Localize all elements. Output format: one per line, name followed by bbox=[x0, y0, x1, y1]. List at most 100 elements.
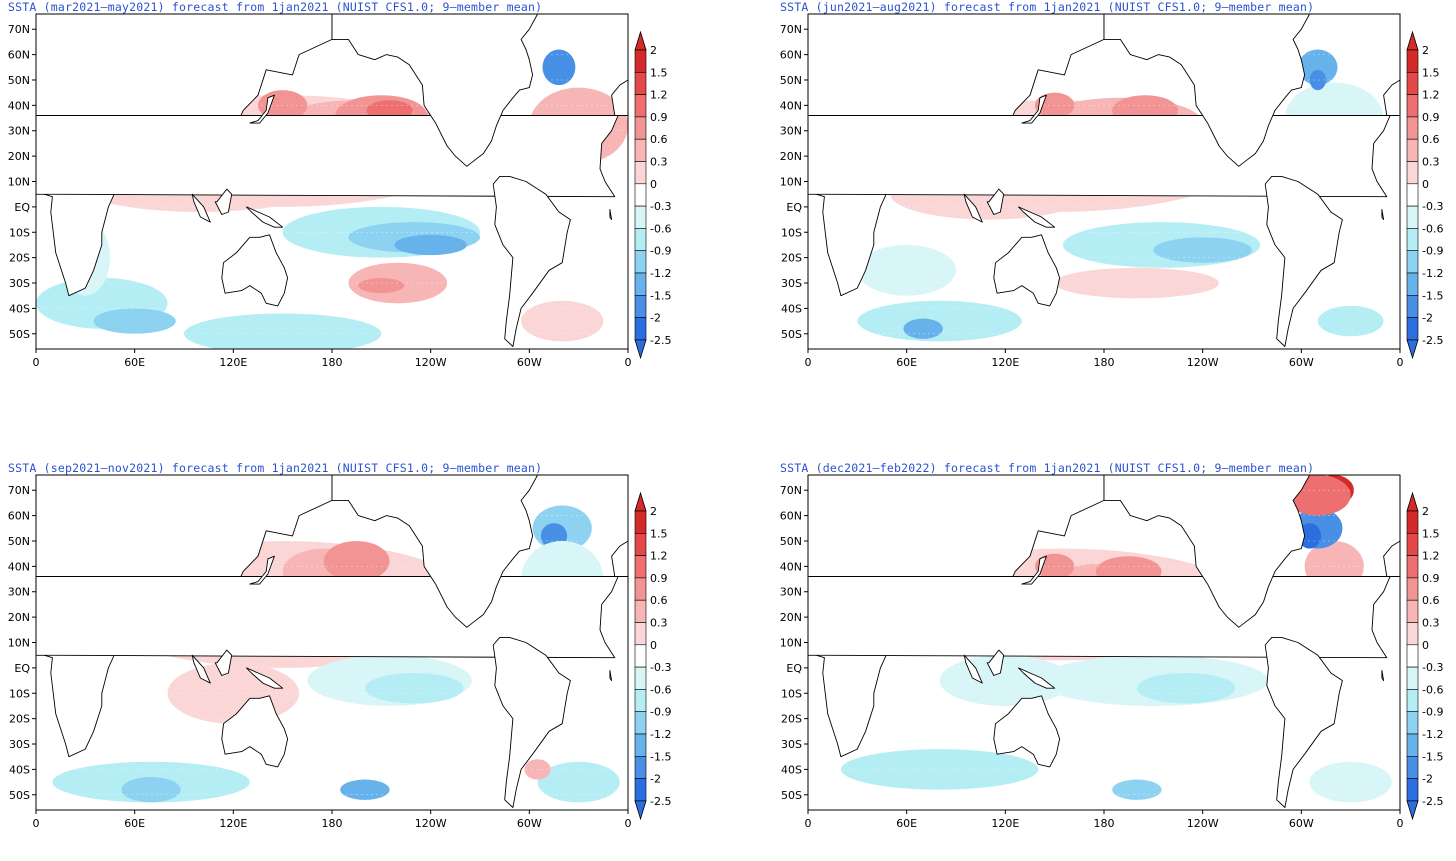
lat-tick-label: 30N bbox=[780, 586, 802, 599]
colorbar-level-label: 2 bbox=[1422, 44, 1429, 57]
lon-tick-label: 180 bbox=[322, 356, 343, 369]
colorbar-top-arrow bbox=[634, 491, 647, 512]
colorbar-level-label: -0.9 bbox=[650, 245, 671, 258]
lon-tick-label: 60W bbox=[517, 356, 542, 369]
colorbar-level-label: -0.6 bbox=[1422, 683, 1443, 696]
lon-tick-label: 120E bbox=[991, 356, 1019, 369]
colorbar-level-label: 0.9 bbox=[1422, 111, 1440, 124]
anomaly-contour bbox=[1317, 305, 1384, 337]
lon-tick-label: 120E bbox=[219, 356, 247, 369]
colorbar-level-label: -2 bbox=[1422, 773, 1433, 786]
colorbar-level-label: -1.5 bbox=[1422, 289, 1443, 302]
colorbar-level-label: 0.3 bbox=[650, 617, 668, 630]
colorbar-segment bbox=[1406, 733, 1419, 757]
land-mass bbox=[1264, 175, 1343, 347]
colorbar-level-label: 0.3 bbox=[1422, 617, 1440, 630]
lat-tick-label: 50N bbox=[780, 74, 802, 87]
colorbar-level-label: -0.6 bbox=[650, 222, 671, 235]
lon-tick-label: 120W bbox=[415, 356, 447, 369]
lat-tick-label: 20N bbox=[8, 611, 30, 624]
colorbar-segment bbox=[1406, 577, 1419, 601]
colorbar-level-label: 0.9 bbox=[650, 572, 668, 585]
panel-title: SSTA (sep2021–nov2021) forecast from 1ja… bbox=[8, 461, 543, 475]
colorbar-top-arrow bbox=[1406, 491, 1419, 512]
colorbar-segment bbox=[1406, 711, 1419, 735]
lat-tick-label: 60N bbox=[780, 510, 802, 523]
lat-tick-label: 50N bbox=[8, 535, 30, 548]
lat-tick-label: 30S bbox=[9, 738, 30, 751]
colorbar: 2 1.5 1.2 0.9 0.6 0.3 0 -0.3 -0.6 -0.9 -1.2 -1.5 -2 -… bbox=[634, 491, 671, 821]
lat-tick-label: 30N bbox=[780, 125, 802, 138]
colorbar-segment bbox=[634, 555, 647, 579]
lat-tick-label: 40N bbox=[780, 560, 802, 573]
lon-tick-label: 120W bbox=[1187, 817, 1219, 830]
colorbar-level-label: -2 bbox=[1422, 312, 1433, 325]
colorbar-level-label: 1.2 bbox=[1422, 89, 1440, 102]
lon-tick-label: 60E bbox=[124, 356, 145, 369]
lon-tick-label: 180 bbox=[1094, 356, 1115, 369]
lon-tick-label: 0 bbox=[33, 817, 40, 830]
lon-tick-label: 60E bbox=[896, 356, 917, 369]
colorbar-segment bbox=[1406, 161, 1419, 185]
ssta-field bbox=[808, 14, 1400, 349]
lon-tick-label: 0 bbox=[805, 817, 812, 830]
lat-tick-label: 40N bbox=[780, 99, 802, 112]
land-mass bbox=[1103, 14, 1311, 167]
colorbar-segment bbox=[634, 510, 647, 534]
lat-tick-label: 60N bbox=[8, 510, 30, 523]
colorbar-segment bbox=[1406, 778, 1419, 802]
map-figure: 70N 60N 50N 40N 30N 20N 10N EQ 10S 20S 30S 40S 50S 0 6… bbox=[8, 13, 671, 369]
lat-tick-label: 10S bbox=[9, 226, 30, 239]
colorbar-segment bbox=[634, 161, 647, 185]
colorbar: 2 1.5 1.2 0.9 0.6 0.3 0 -0.3 -0.6 -0.9 -1.2 -1.5 -2 -… bbox=[1406, 30, 1443, 360]
lon-tick-label: 60W bbox=[1289, 817, 1314, 830]
land-mass bbox=[963, 193, 983, 223]
anomaly-contour bbox=[542, 49, 576, 86]
colorbar-segment bbox=[1406, 72, 1419, 95]
land-mass bbox=[492, 175, 571, 347]
anomaly-contour bbox=[1136, 672, 1236, 704]
colorbar-level-label: 0.6 bbox=[1422, 133, 1440, 146]
colorbar-level-label: -0.6 bbox=[650, 683, 671, 696]
lat-tick-label: 40S bbox=[781, 763, 802, 776]
lat-tick-label: 10N bbox=[8, 637, 30, 650]
lat-tick-label: 60N bbox=[8, 49, 30, 62]
lat-tick-label: 50S bbox=[9, 789, 30, 802]
colorbar-segment bbox=[634, 205, 647, 229]
lat-tick-label: 40S bbox=[9, 763, 30, 776]
colorbar-level-label: -1.2 bbox=[1422, 728, 1443, 741]
colorbar-level-label: -1.5 bbox=[1422, 750, 1443, 763]
lat-tick-label: EQ bbox=[786, 201, 802, 214]
colorbar-bottom-arrow bbox=[634, 339, 647, 360]
lat-tick-label: 60N bbox=[780, 49, 802, 62]
colorbar-level-label: -2.5 bbox=[1422, 795, 1443, 808]
colorbar-level-label: -2.5 bbox=[650, 795, 671, 808]
colorbar-segment bbox=[634, 294, 647, 318]
colorbar-segment bbox=[1406, 599, 1419, 623]
colorbar-segment bbox=[1406, 644, 1419, 668]
anomaly-contour bbox=[364, 672, 464, 704]
colorbar-level-label: -1.5 bbox=[650, 750, 671, 763]
lat-tick-label: EQ bbox=[14, 662, 30, 675]
colorbar-segment bbox=[1406, 272, 1419, 296]
colorbar-segment bbox=[634, 644, 647, 668]
land-mass bbox=[221, 695, 289, 768]
lat-tick-label: 10N bbox=[780, 637, 802, 650]
colorbar-level-label: 1.2 bbox=[650, 89, 668, 102]
lat-tick-label: EQ bbox=[786, 662, 802, 675]
land-mass bbox=[602, 14, 628, 116]
map-panel-mam: SSTA (mar2021–may2021) forecast from 1ja… bbox=[0, 0, 700, 400]
lat-tick-label: 40S bbox=[9, 302, 30, 315]
lat-tick-label: 40N bbox=[8, 99, 30, 112]
lat-tick-label: 30S bbox=[781, 738, 802, 751]
land-mass bbox=[963, 654, 983, 684]
land-mass bbox=[993, 234, 1061, 307]
land-mass bbox=[986, 649, 1005, 676]
land-mass bbox=[993, 695, 1061, 768]
colorbar-segment bbox=[1406, 317, 1419, 341]
colorbar-segment bbox=[634, 250, 647, 274]
colorbar-level-label: -2 bbox=[650, 773, 661, 786]
colorbar-segment bbox=[1406, 138, 1419, 162]
land-mass bbox=[1374, 14, 1400, 116]
land-mass bbox=[1021, 555, 1047, 585]
